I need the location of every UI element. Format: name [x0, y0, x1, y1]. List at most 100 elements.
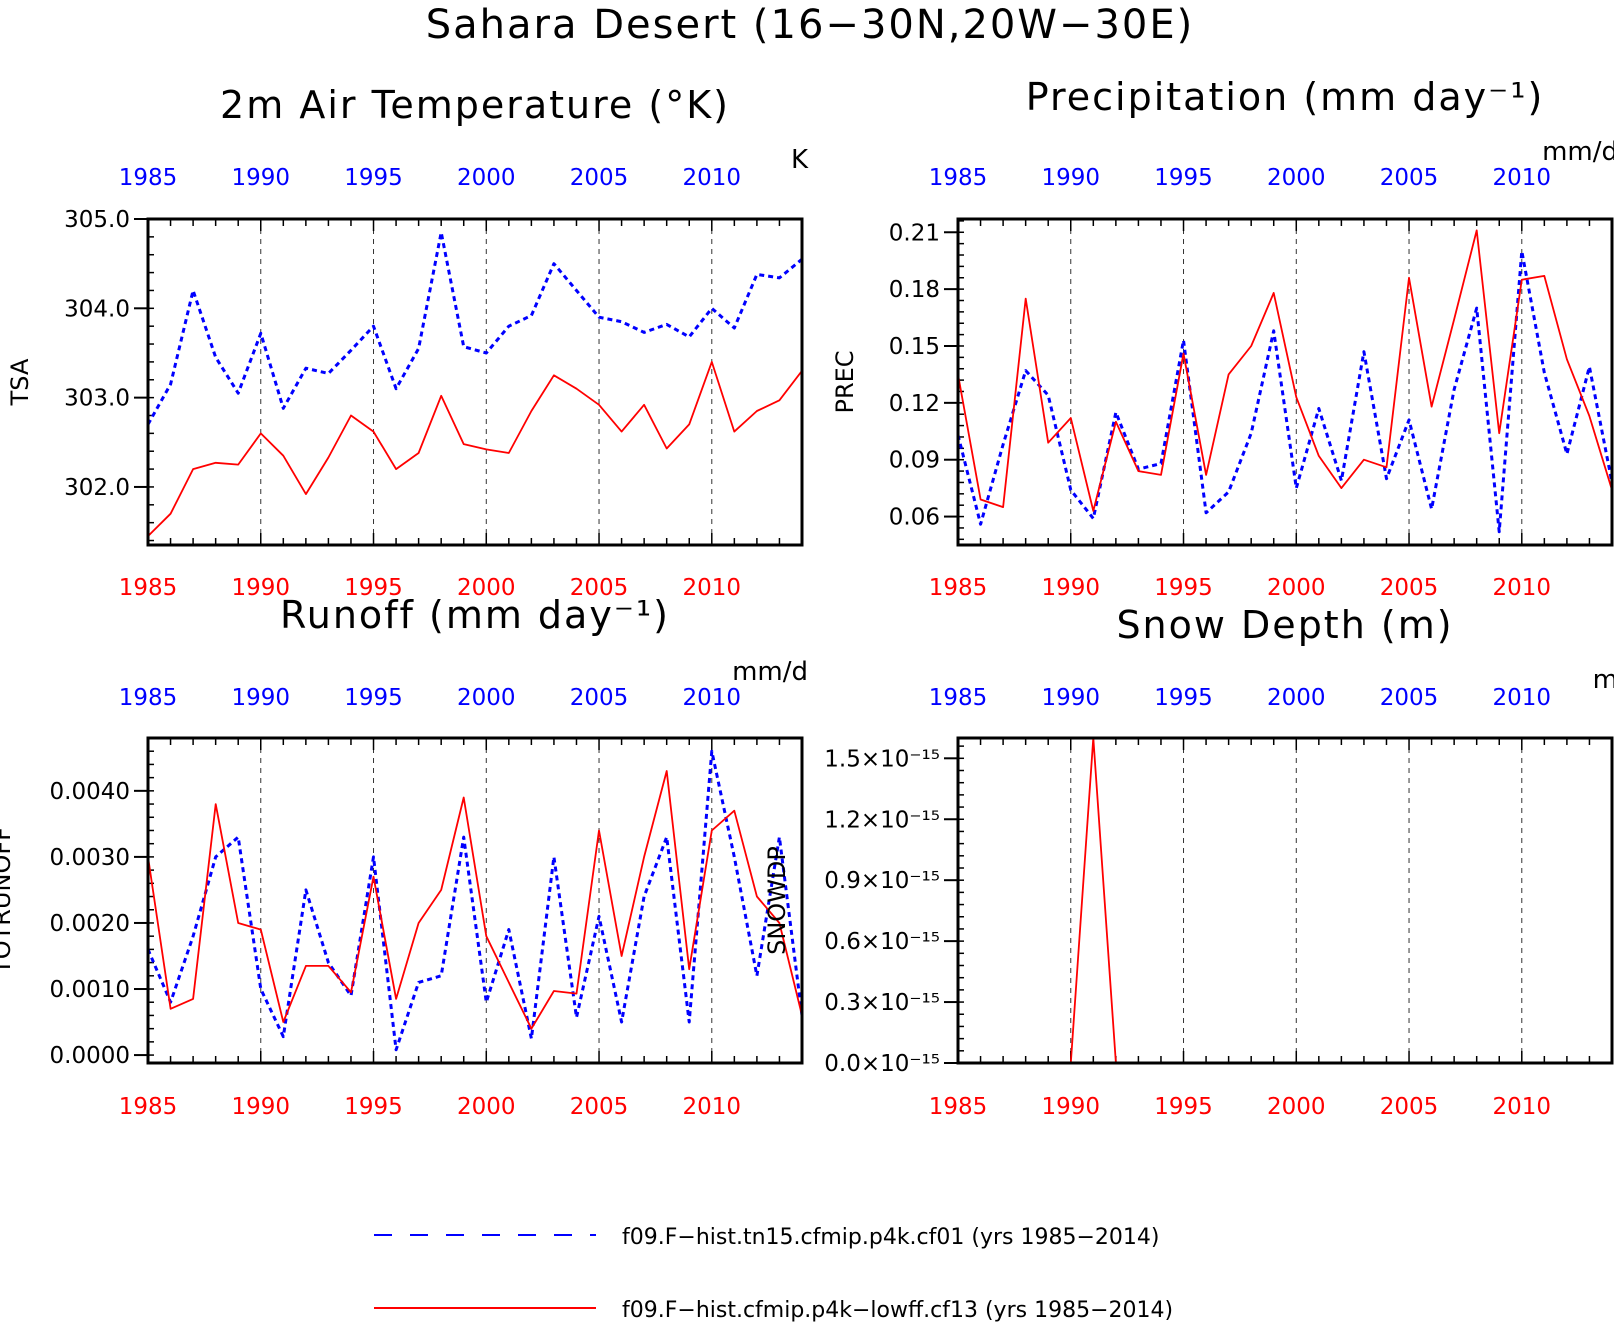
x-tick-label-top: 1985 [119, 165, 178, 191]
series-line-2 [148, 360, 802, 537]
panel-title: Precipitation (mm day⁻¹) [1026, 75, 1545, 119]
x-tick-label-bottom: 2000 [1267, 1094, 1326, 1120]
units-label: K [791, 145, 809, 175]
x-tick-label-top: 2000 [1267, 165, 1326, 191]
legend-label-2: f09.F−hist.cfmip.p4k−lowff.cf13 (yrs 198… [622, 1298, 1173, 1323]
y-tick-label: 0.0×10⁻¹⁵ [824, 1051, 940, 1077]
x-tick-label-top: 2005 [570, 165, 629, 191]
x-tick-label-bottom: 2000 [457, 575, 516, 601]
x-tick-label-top: 1995 [344, 685, 403, 711]
y-tick-label: 0.18 [889, 277, 940, 303]
units-label: mm/d [1542, 137, 1614, 167]
units-label: m [1593, 665, 1614, 695]
panel-1: 2m Air Temperature (°K) K TSA 1985 1985 1990 1… [6, 83, 809, 601]
x-tick-label-top: 1995 [1154, 165, 1213, 191]
x-tick-label-bottom: 1990 [231, 575, 290, 601]
x-tick-label-bottom: 1985 [119, 1094, 178, 1120]
y-tick-label: 305.0 [64, 207, 130, 233]
x-tick-label-top: 2005 [570, 685, 629, 711]
x-tick-label-top: 2000 [1267, 685, 1326, 711]
x-tick-label-bottom: 2005 [570, 1094, 629, 1120]
x-tick-label-top: 1985 [929, 165, 988, 191]
x-tick-label-bottom: 1995 [344, 575, 403, 601]
panel-4: Snow Depth (m) m SNOWDP 1985 1985 1990 1990 199… [763, 603, 1614, 1120]
y-axis-label: TOTRUNOFF [0, 827, 16, 975]
y-tick-label: 0.0030 [50, 845, 130, 871]
series-line-2 [958, 738, 1612, 1063]
x-tick-label-bottom: 1985 [929, 575, 988, 601]
y-tick-label: 0.0040 [50, 779, 130, 805]
x-tick-label-bottom: 2010 [683, 575, 742, 601]
x-tick-label-top: 1990 [1041, 685, 1100, 711]
x-tick-label-bottom: 1985 [929, 1094, 988, 1120]
x-tick-label-top: 1990 [231, 685, 290, 711]
x-tick-label-bottom: 2000 [457, 1094, 516, 1120]
panel-3: Runoff (mm day⁻¹) mm/d TOTRUNOFF 1985 1985 19… [0, 593, 808, 1120]
plot-frame [956, 217, 1614, 547]
x-tick-label-bottom: 2005 [1380, 1094, 1439, 1120]
x-tick-label-top: 2010 [683, 685, 742, 711]
y-tick-label: 0.6×10⁻¹⁵ [824, 929, 940, 955]
figure-title: Sahara Desert (16−30N,20W−30E) [426, 2, 1194, 48]
x-tick-label-bottom: 2010 [683, 1094, 742, 1120]
series-line-1 [958, 249, 1612, 534]
x-tick-label-top: 1990 [1041, 165, 1100, 191]
units-label: mm/d [732, 657, 808, 687]
x-tick-label-bottom: 1990 [1041, 1094, 1100, 1120]
y-tick-label: 0.3×10⁻¹⁵ [824, 990, 940, 1016]
y-tick-label: 1.5×10⁻¹⁵ [824, 746, 940, 772]
plot-frame [146, 736, 804, 1065]
series-line-2 [148, 770, 802, 1030]
y-tick-label: 0.06 [889, 505, 940, 531]
plot-frame [956, 736, 1614, 1065]
y-tick-label: 304.0 [64, 296, 130, 322]
y-tick-label: 302.0 [64, 475, 130, 501]
x-tick-label-bottom: 2010 [1493, 1094, 1552, 1120]
x-tick-label-top: 2005 [1380, 685, 1439, 711]
panels: 2m Air Temperature (°K) K TSA 1985 1985 1990 1… [0, 75, 1614, 1120]
legend-label-1: f09.F−hist.tn15.cfmip.p4k.cf01 (yrs 1985… [622, 1225, 1159, 1250]
x-tick-label-top: 2005 [1380, 165, 1439, 191]
x-tick-label-top: 1995 [1154, 685, 1213, 711]
panel-2: Precipitation (mm day⁻¹) mm/d PREC 1985 1985… [831, 75, 1614, 601]
series-line-2 [958, 229, 1612, 512]
y-tick-label: 0.0010 [50, 977, 130, 1003]
x-tick-label-bottom: 1990 [231, 1094, 290, 1120]
x-tick-label-bottom: 2005 [570, 575, 629, 601]
x-tick-label-top: 1990 [231, 165, 290, 191]
y-tick-label: 303.0 [64, 386, 130, 412]
x-tick-label-bottom: 2010 [1493, 575, 1552, 601]
y-axis-label: PREC [831, 350, 859, 413]
series-line-1 [148, 749, 802, 1052]
x-tick-label-bottom: 1995 [344, 1094, 403, 1120]
x-tick-label-top: 2010 [1493, 165, 1552, 191]
x-tick-label-bottom: 1990 [1041, 575, 1100, 601]
y-tick-label: 0.09 [889, 448, 940, 474]
y-axis-label: SNOWDP [763, 846, 791, 955]
y-tick-label: 1.2×10⁻¹⁵ [824, 807, 940, 833]
x-tick-label-top: 2010 [683, 165, 742, 191]
x-tick-label-bottom: 1995 [1154, 1094, 1213, 1120]
x-tick-label-bottom: 1985 [119, 575, 178, 601]
y-axis-label: TSA [6, 358, 34, 406]
y-tick-label: 0.21 [889, 220, 940, 246]
plot-frame [146, 217, 804, 547]
series-line-1 [148, 230, 802, 426]
panel-title: Runoff (mm day⁻¹) [280, 593, 670, 637]
x-tick-label-top: 2000 [457, 165, 516, 191]
x-tick-label-bottom: 2005 [1380, 575, 1439, 601]
y-tick-label: 0.0000 [50, 1043, 130, 1069]
legend: f09.F−hist.tn15.cfmip.p4k.cf01 (yrs 1985… [374, 1225, 1173, 1323]
x-tick-label-bottom: 2000 [1267, 575, 1326, 601]
y-tick-label: 0.9×10⁻¹⁵ [824, 868, 940, 894]
x-tick-label-top: 2010 [1493, 685, 1552, 711]
y-tick-label: 0.12 [889, 391, 940, 417]
x-tick-label-top: 1985 [119, 685, 178, 711]
panel-title: Snow Depth (m) [1116, 603, 1453, 647]
x-tick-label-top: 1995 [344, 165, 403, 191]
x-tick-label-top: 2000 [457, 685, 516, 711]
y-tick-label: 0.15 [889, 334, 940, 360]
x-tick-label-bottom: 1995 [1154, 575, 1213, 601]
panel-title: 2m Air Temperature (°K) [220, 83, 730, 127]
